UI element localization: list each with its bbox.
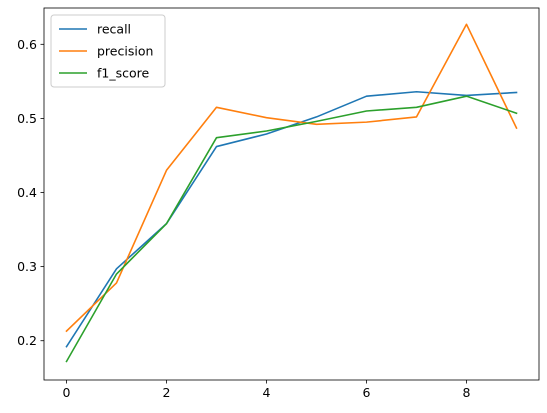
y-tick-label: 0.3 bbox=[17, 259, 37, 274]
legend-label: recall bbox=[97, 22, 131, 37]
x-tick-label: 4 bbox=[263, 385, 271, 400]
legend: recall precision f1_score bbox=[51, 15, 165, 87]
x-tick-label: 6 bbox=[363, 385, 371, 400]
legend-label: f1_score bbox=[97, 66, 150, 81]
y-tick-label: 0.5 bbox=[17, 111, 37, 126]
y-tick-label: 0.6 bbox=[17, 37, 37, 52]
x-tick-label: 8 bbox=[463, 385, 471, 400]
x-tick-label: 0 bbox=[63, 385, 71, 400]
y-tick-label: 0.4 bbox=[17, 185, 37, 200]
x-tick-label: 2 bbox=[163, 385, 171, 400]
y-tick-label: 0.2 bbox=[17, 333, 37, 348]
legend-label: precision bbox=[97, 44, 153, 59]
